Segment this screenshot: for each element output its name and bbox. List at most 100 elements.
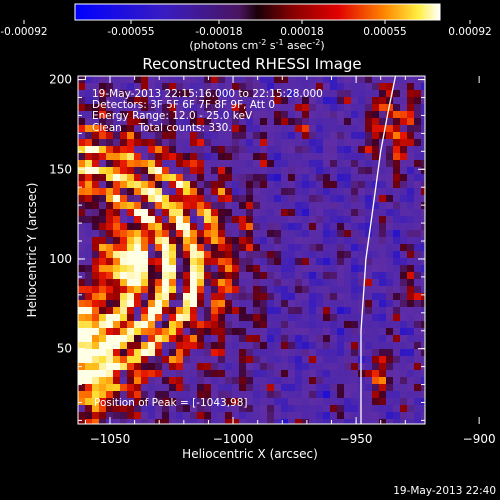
heatmap-cell [295,97,303,105]
heatmap-cell [183,307,191,315]
heatmap-cell [260,223,268,231]
heatmap-cell [99,104,107,112]
heatmap-cell [78,286,86,294]
heatmap-cell [365,76,373,84]
heatmap-cell [358,167,366,175]
heatmap-cell [281,377,289,385]
heatmap-cell [274,412,282,420]
heatmap-cell [148,209,156,217]
heatmap-cell [211,286,219,294]
heatmap-cell [358,342,366,350]
heatmap-cell [176,90,184,98]
heatmap-cell [302,125,310,133]
heatmap-cell [400,167,408,175]
heatmap-cell [78,125,86,133]
heatmap-cell [92,307,100,315]
heatmap-cell [127,349,135,357]
heatmap-cell [127,202,135,210]
heatmap-cell [232,279,240,287]
heatmap-cell [316,321,324,329]
heatmap-cell [274,146,282,154]
heatmap-cell [176,111,184,119]
heatmap-cell [414,223,422,231]
heatmap-cell [78,272,86,280]
heatmap-cell [281,118,289,126]
heatmap-cell [421,272,425,280]
heatmap-cell [218,279,226,287]
heatmap-cell [204,335,212,343]
heatmap-cell [155,279,163,287]
heatmap-cell [176,146,184,154]
heatmap-cell [253,265,261,273]
heatmap-cell [99,293,107,301]
heatmap-cell [99,265,107,273]
heatmap-cell [148,300,156,308]
heatmap-cell [309,272,317,280]
heatmap-cell [351,83,359,91]
heatmap-cell [218,244,226,252]
heatmap-cell [281,244,289,252]
heatmap-cell [337,377,345,385]
heatmap-cell [414,174,422,182]
heatmap-cell [288,251,296,259]
heatmap-cell [211,293,219,301]
heatmap-cell [365,419,373,424]
heatmap-cell [106,314,114,322]
heatmap-cell [204,258,212,266]
heatmap-cell [386,132,394,140]
heatmap-cell [204,314,212,322]
heatmap-cell [386,125,394,133]
heatmap-cell [267,223,275,231]
heatmap-cell [169,181,177,189]
heatmap-cell [253,230,261,238]
heatmap-cell [162,321,170,329]
heatmap-cell [162,146,170,154]
heatmap-cell [330,209,338,217]
heatmap-cell [246,174,254,182]
heatmap-cell [239,216,247,224]
heatmap-cell [134,237,142,245]
heatmap-cell [239,314,247,322]
heatmap-cell [99,160,107,168]
heatmap-cell [211,265,219,273]
heatmap-cell [169,167,177,175]
heatmap-cell [239,181,247,189]
heatmap-cell [393,405,401,413]
heatmap-cell [274,307,282,315]
heatmap-cell [148,216,156,224]
heatmap-cell [288,132,296,140]
heatmap-cell [232,167,240,175]
heatmap-cell [260,104,268,112]
heatmap-cell [162,328,170,336]
heatmap-cell [134,335,142,343]
heatmap-cell [260,314,268,322]
heatmap-cell [239,391,247,399]
heatmap-cell [344,314,352,322]
heatmap-cell [120,370,128,378]
heatmap-cell [127,76,135,84]
heatmap-cell [106,335,114,343]
heatmap-cell [386,153,394,161]
heatmap-cell [162,118,170,126]
heatmap-cell [302,132,310,140]
heatmap-cell [127,328,135,336]
heatmap-cell [113,104,121,112]
heatmap-cell [260,76,268,84]
heatmap-cell [106,132,114,140]
heatmap-cell [127,83,135,91]
heatmap-cell [260,167,268,175]
heatmap-cell [85,230,93,238]
heatmap-cell [78,405,86,413]
heatmap-cell [218,90,226,98]
heatmap-cell [148,272,156,280]
heatmap-cell [190,384,198,392]
heatmap-cell [78,349,86,357]
heatmap-cell [337,349,345,357]
heatmap-cell [274,377,282,385]
heatmap-cell [414,377,422,385]
heatmap-cell [155,328,163,336]
heatmap-cell [253,328,261,336]
heatmap-cell [169,153,177,161]
heatmap-cell [323,153,331,161]
heatmap-cell [176,328,184,336]
